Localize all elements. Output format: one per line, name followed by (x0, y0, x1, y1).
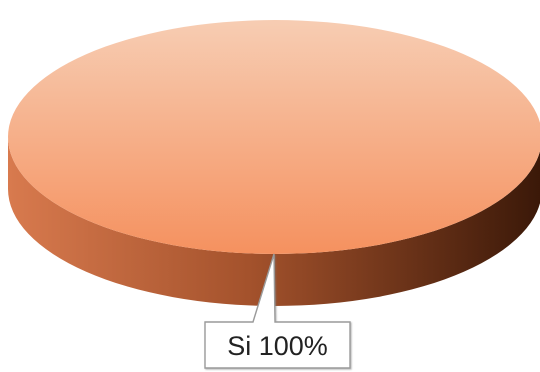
data-label-si: Si 100% (227, 331, 328, 361)
pie-slice-side-si (8, 137, 540, 306)
data-label-leader (204, 253, 351, 369)
pie-slice-si (8, 20, 540, 254)
